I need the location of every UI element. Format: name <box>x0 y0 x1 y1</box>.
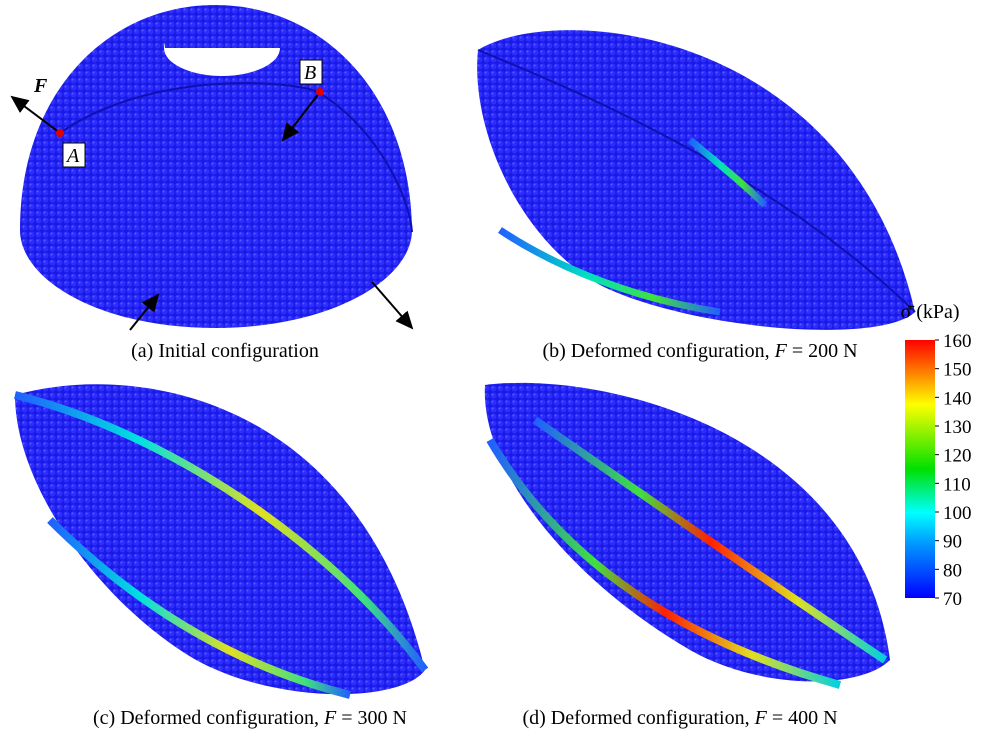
shell <box>477 30 915 330</box>
caption-part: = 400 N <box>767 707 838 729</box>
colorbar-tick-label: 120 <box>943 446 972 467</box>
caption-part: F <box>754 707 768 729</box>
colorbar-tick-label: 70 <box>943 589 962 610</box>
point-a <box>56 129 64 137</box>
colorbar-tick-label: 140 <box>943 388 972 409</box>
caption-part: F <box>774 340 788 362</box>
colorbar-gradient <box>905 340 935 598</box>
force-arrow <box>372 282 412 328</box>
force-label: F <box>33 75 48 97</box>
caption-part: (b) Deformed configuration, <box>542 340 774 362</box>
caption-part: F <box>323 707 337 729</box>
colorbar: σ̄ (kPa) 70 80 90 100 110 120 130 140 150 160 <box>900 301 971 610</box>
panel-d: (d) Deformed configuration, F = 400 N <box>485 383 890 729</box>
panel-a: F A B (a) Initial configuration <box>12 5 412 362</box>
page: {"panels": [ {"caption": "(a) Initial co… <box>0 0 1007 734</box>
colorbar-tick-label: 130 <box>943 417 972 438</box>
point-a-label: A <box>65 145 80 167</box>
caption-part: (c) Deformed configuration, <box>93 707 324 729</box>
caption: (c) Deformed configuration, F = 300 N <box>93 707 407 729</box>
point-b-label: B <box>304 62 316 84</box>
caption: (b) Deformed configuration, F = 200 N <box>542 340 857 362</box>
point-b <box>316 88 324 96</box>
caption-part: = 300 N <box>336 707 407 729</box>
figure: F A B (a) Initial configuration (b) Defo… <box>0 0 1007 734</box>
colorbar-label: σ̄ (kPa) <box>900 301 959 323</box>
colorbar-tick-label: 160 <box>943 331 972 352</box>
colorbar-tick-label: 90 <box>943 532 962 553</box>
caption-part: (d) Deformed configuration, <box>522 707 754 729</box>
colorbar-tick-label: 80 <box>943 560 962 581</box>
colorbar-tick-label: 150 <box>943 360 972 381</box>
caption: (a) Initial configuration <box>131 340 319 362</box>
panel-b: (b) Deformed configuration, F = 200 N <box>477 30 915 362</box>
dome-top <box>165 20 280 48</box>
panel-c: (c) Deformed configuration, F = 300 N <box>15 384 425 729</box>
colorbar-tick-label: 100 <box>943 503 972 524</box>
caption: (d) Deformed configuration, F = 400 N <box>522 707 837 729</box>
caption-part: = 200 N <box>787 340 858 362</box>
colorbar-tick-label: 110 <box>943 474 971 495</box>
